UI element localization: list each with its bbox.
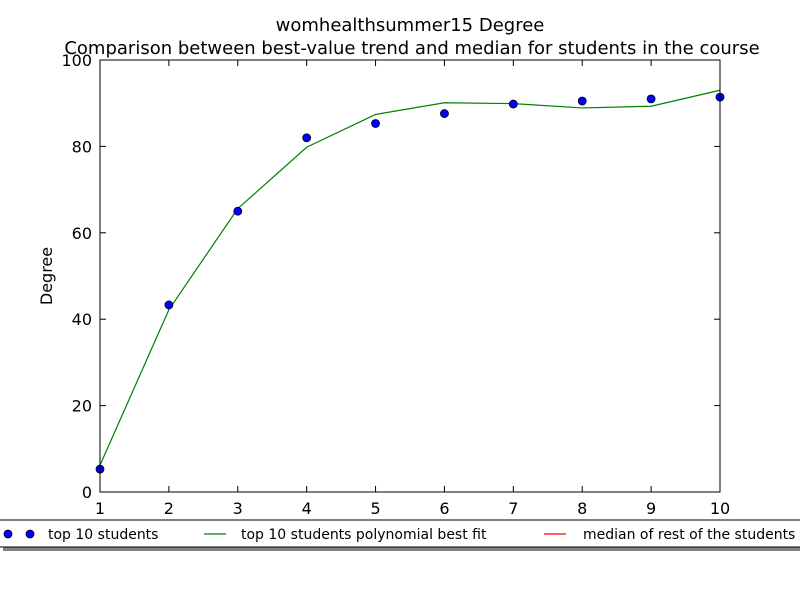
x-tick-label: 2 [164, 499, 174, 518]
legend-items: top 10 students top 10 students polynomia… [3, 527, 795, 543]
chart-title: womhealthsummer15 Degree [276, 15, 545, 36]
y-tick-label: 60 [72, 224, 92, 243]
x-tick-label: 10 [710, 499, 730, 518]
x-tick-label: 3 [233, 499, 243, 518]
x-tick-label: 6 [439, 499, 449, 518]
plot-frame [99, 59, 721, 493]
data-point [371, 119, 380, 128]
series-line [99, 89, 721, 466]
y-tick-label: 0 [82, 483, 92, 502]
data-point [164, 300, 174, 310]
legend-box [0, 519, 800, 548]
data-point [440, 109, 449, 118]
y-axis-label: Degree [37, 247, 56, 305]
y-tick-label: 100 [61, 51, 92, 70]
data-point [233, 206, 243, 216]
legend-label: median of rest of the students [583, 527, 795, 543]
legend: top 10 students top 10 students polynomia… [0, 519, 800, 551]
data-point [646, 94, 656, 104]
legend-marker-point [3, 529, 13, 539]
y-tick-label: 80 [72, 137, 92, 156]
legend-label: top 10 students [48, 527, 158, 543]
chart-subtitle: Comparison between best-value trend and … [64, 38, 759, 59]
data-point [508, 99, 518, 109]
y-tick-label: 40 [72, 310, 92, 329]
x-tick-label: 5 [370, 499, 380, 518]
data-point [577, 96, 587, 106]
x-tick-label: 7 [508, 499, 518, 518]
x-tick-label: 4 [302, 499, 312, 518]
plot-area [100, 60, 720, 492]
x-tick-label: 9 [646, 499, 656, 518]
data-point [302, 133, 312, 143]
y-tick-label: 20 [72, 397, 92, 416]
legend-marker-point [25, 529, 35, 539]
x-tick-label: 1 [95, 499, 105, 518]
legend-label: top 10 students polynomial best fit [241, 527, 487, 543]
x-tick-label: 8 [577, 499, 587, 518]
series-layer [95, 89, 725, 474]
